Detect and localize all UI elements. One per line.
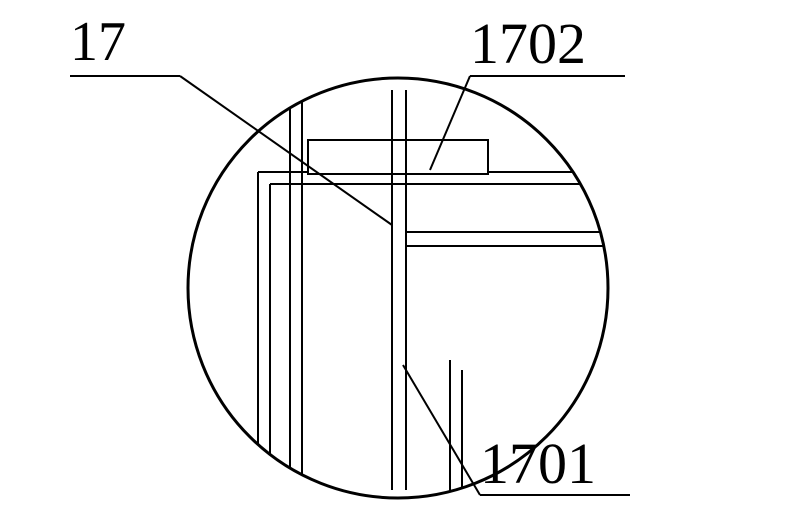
diagram-svg: [0, 0, 798, 525]
sleeve-rect: [308, 140, 488, 174]
label-17: 17: [70, 10, 126, 74]
label-1702: 1702: [470, 10, 586, 77]
label-1701: 1701: [480, 430, 596, 497]
